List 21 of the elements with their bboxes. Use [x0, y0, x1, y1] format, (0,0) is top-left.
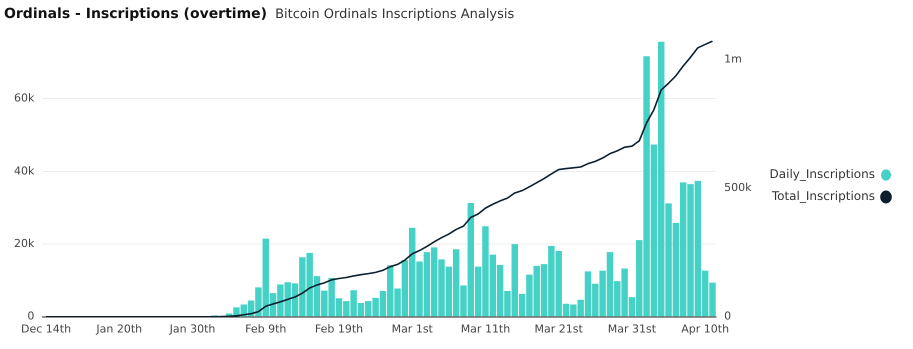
- x-tick-label: Feb 19th: [314, 322, 364, 336]
- x-tick-label: Mar 11th: [460, 322, 510, 336]
- y-tick-label: 40k: [14, 164, 35, 178]
- x-tick-label: Jan 30th: [168, 322, 216, 336]
- x-tick-label: Mar 21st: [534, 322, 584, 336]
- legend-label: Daily_Inscriptions: [770, 167, 875, 182]
- y2-tick-label: 500k: [724, 181, 752, 194]
- chart-subtitle: Bitcoin Ordinals Inscriptions Analysis: [275, 7, 514, 22]
- chart-title: Ordinals - Inscriptions (overtime): [4, 6, 268, 22]
- x-tick-label: Mar 31st: [608, 322, 657, 336]
- x-tick-label: Feb 9th: [245, 322, 286, 336]
- legend-label: Total_Inscriptions: [770, 189, 875, 204]
- y2-tick-label: 1m: [724, 52, 742, 66]
- x-tick-label: Mar 1st: [392, 322, 434, 336]
- x-tick-label: Dec 14th: [20, 322, 72, 336]
- y-tick-label: 20k: [14, 236, 35, 250]
- x-tick-label: Apr 10th: [681, 322, 730, 336]
- y2-tick-label: 0: [724, 310, 732, 323]
- y-tick-label: 0: [27, 310, 34, 323]
- y-tick-label: 60k: [14, 92, 35, 105]
- x-tick-label: Jan 20th: [95, 322, 142, 336]
